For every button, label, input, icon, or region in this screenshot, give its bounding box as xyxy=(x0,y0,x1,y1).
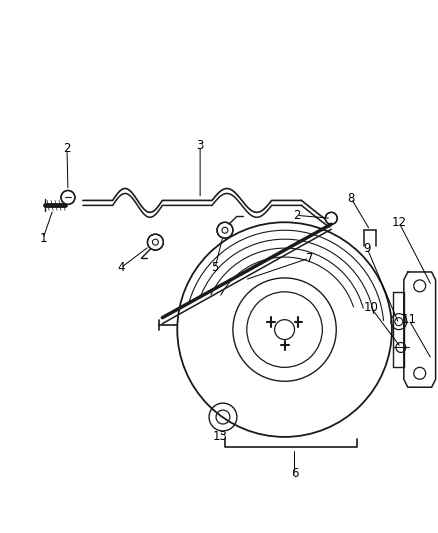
Text: 12: 12 xyxy=(391,216,406,229)
Circle shape xyxy=(325,212,337,224)
Text: 3: 3 xyxy=(196,139,204,152)
Text: 5: 5 xyxy=(212,262,219,274)
Text: 9: 9 xyxy=(363,241,371,255)
Text: 1: 1 xyxy=(39,232,47,245)
Text: 2: 2 xyxy=(63,142,71,155)
Text: 13: 13 xyxy=(212,431,227,443)
Text: 4: 4 xyxy=(117,262,124,274)
Text: 6: 6 xyxy=(291,467,298,480)
Circle shape xyxy=(217,222,233,238)
Circle shape xyxy=(148,234,163,250)
Text: 8: 8 xyxy=(347,192,355,205)
Text: 10: 10 xyxy=(364,301,378,314)
Text: 11: 11 xyxy=(401,313,416,326)
Text: 7: 7 xyxy=(306,252,313,264)
Circle shape xyxy=(61,190,75,204)
Text: 2: 2 xyxy=(293,209,300,222)
